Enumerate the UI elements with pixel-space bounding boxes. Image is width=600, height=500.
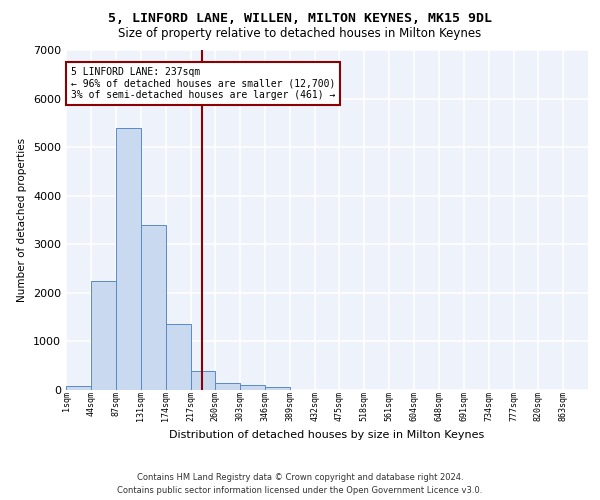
Bar <box>116 128 141 390</box>
Bar <box>265 386 290 390</box>
Bar <box>141 225 166 390</box>
X-axis label: Distribution of detached houses by size in Milton Keynes: Distribution of detached houses by size … <box>169 430 485 440</box>
Text: Size of property relative to detached houses in Milton Keynes: Size of property relative to detached ho… <box>118 28 482 40</box>
Bar <box>91 280 116 390</box>
Bar <box>215 382 240 390</box>
Text: 5, LINFORD LANE, WILLEN, MILTON KEYNES, MK15 9DL: 5, LINFORD LANE, WILLEN, MILTON KEYNES, … <box>108 12 492 26</box>
Bar <box>240 384 265 390</box>
Text: 5 LINFORD LANE: 237sqm
← 96% of detached houses are smaller (12,700)
3% of semi-: 5 LINFORD LANE: 237sqm ← 96% of detached… <box>71 67 335 100</box>
Text: Contains HM Land Registry data © Crown copyright and database right 2024.
Contai: Contains HM Land Registry data © Crown c… <box>118 474 482 495</box>
Bar <box>191 370 215 390</box>
Bar <box>66 386 91 390</box>
Y-axis label: Number of detached properties: Number of detached properties <box>17 138 28 302</box>
Bar <box>166 324 191 390</box>
